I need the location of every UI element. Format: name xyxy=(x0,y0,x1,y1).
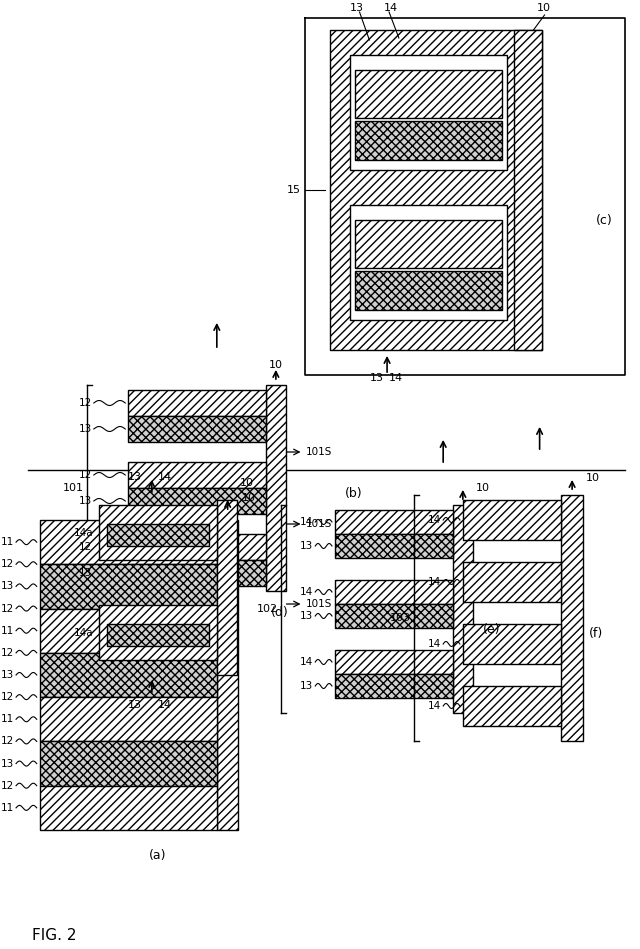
Text: 103: 103 xyxy=(390,613,411,623)
FancyBboxPatch shape xyxy=(107,624,209,646)
Text: 14: 14 xyxy=(428,639,441,649)
FancyBboxPatch shape xyxy=(355,270,502,310)
Text: 13: 13 xyxy=(1,670,14,680)
Text: 10: 10 xyxy=(537,3,550,13)
Text: 13: 13 xyxy=(79,424,92,434)
Text: 11: 11 xyxy=(1,625,14,636)
Text: 11: 11 xyxy=(1,803,14,813)
FancyBboxPatch shape xyxy=(335,650,453,674)
FancyBboxPatch shape xyxy=(217,500,237,675)
FancyBboxPatch shape xyxy=(128,534,266,560)
Text: 13: 13 xyxy=(300,611,313,621)
Text: 12: 12 xyxy=(79,398,92,408)
Text: 14: 14 xyxy=(300,587,313,597)
FancyBboxPatch shape xyxy=(355,220,502,268)
Text: 12: 12 xyxy=(79,542,92,552)
FancyBboxPatch shape xyxy=(349,205,507,320)
Text: 13: 13 xyxy=(369,373,383,383)
FancyBboxPatch shape xyxy=(266,385,285,591)
FancyBboxPatch shape xyxy=(335,674,453,698)
FancyBboxPatch shape xyxy=(40,786,217,830)
Text: FIG. 2: FIG. 2 xyxy=(32,927,76,942)
Text: 102: 102 xyxy=(257,604,278,614)
Text: 15: 15 xyxy=(287,185,300,195)
FancyBboxPatch shape xyxy=(355,70,502,118)
Text: 14: 14 xyxy=(158,472,172,482)
Text: 14: 14 xyxy=(428,701,441,711)
FancyBboxPatch shape xyxy=(99,605,217,660)
Text: 10: 10 xyxy=(239,478,253,488)
Text: 101S: 101S xyxy=(305,519,332,529)
FancyBboxPatch shape xyxy=(40,653,217,698)
FancyBboxPatch shape xyxy=(128,462,266,488)
Text: 14a: 14a xyxy=(74,627,94,638)
Text: (b): (b) xyxy=(345,487,362,499)
Text: 13: 13 xyxy=(79,568,92,578)
FancyBboxPatch shape xyxy=(335,534,453,558)
FancyBboxPatch shape xyxy=(463,500,561,540)
Text: 10: 10 xyxy=(241,493,255,503)
FancyBboxPatch shape xyxy=(128,488,266,514)
FancyBboxPatch shape xyxy=(453,505,473,713)
Text: (a): (a) xyxy=(149,848,166,862)
Text: (c): (c) xyxy=(596,214,612,227)
FancyBboxPatch shape xyxy=(330,30,541,350)
Text: (e): (e) xyxy=(483,623,500,636)
FancyBboxPatch shape xyxy=(355,121,502,160)
Text: 14: 14 xyxy=(428,515,441,525)
FancyBboxPatch shape xyxy=(128,416,266,442)
Text: 13: 13 xyxy=(1,582,14,591)
Text: 12: 12 xyxy=(79,470,92,480)
FancyBboxPatch shape xyxy=(128,560,266,586)
Text: 13: 13 xyxy=(349,3,364,13)
FancyBboxPatch shape xyxy=(349,55,507,170)
Text: 14: 14 xyxy=(428,577,441,587)
FancyBboxPatch shape xyxy=(463,562,561,602)
FancyBboxPatch shape xyxy=(514,30,541,350)
Text: 14: 14 xyxy=(384,3,398,13)
Text: 101: 101 xyxy=(63,483,84,493)
Text: 13: 13 xyxy=(1,758,14,769)
Text: 10: 10 xyxy=(476,483,490,493)
Text: (f): (f) xyxy=(589,626,603,640)
Text: 12: 12 xyxy=(1,781,14,791)
Text: 12: 12 xyxy=(1,604,14,614)
FancyBboxPatch shape xyxy=(217,520,239,830)
Text: 12: 12 xyxy=(1,648,14,658)
Text: 13: 13 xyxy=(300,541,313,551)
Text: 14: 14 xyxy=(158,700,172,710)
Text: 14: 14 xyxy=(300,517,313,527)
FancyBboxPatch shape xyxy=(40,741,217,786)
Text: 10: 10 xyxy=(269,360,283,370)
Text: 101S: 101S xyxy=(305,447,332,457)
FancyBboxPatch shape xyxy=(335,510,453,534)
FancyBboxPatch shape xyxy=(335,580,453,604)
FancyBboxPatch shape xyxy=(335,604,453,628)
Text: 14: 14 xyxy=(389,373,403,383)
Text: 12: 12 xyxy=(1,736,14,747)
FancyBboxPatch shape xyxy=(40,565,217,608)
FancyBboxPatch shape xyxy=(40,698,217,741)
Text: (d): (d) xyxy=(271,606,289,619)
Text: 13: 13 xyxy=(128,700,142,710)
FancyBboxPatch shape xyxy=(99,505,217,560)
Text: 13: 13 xyxy=(128,472,142,482)
Text: 14a: 14a xyxy=(74,528,94,537)
Text: 101S: 101S xyxy=(305,599,332,609)
FancyBboxPatch shape xyxy=(463,686,561,726)
FancyBboxPatch shape xyxy=(107,524,209,547)
FancyBboxPatch shape xyxy=(40,608,217,653)
Text: 12: 12 xyxy=(1,559,14,569)
Text: 10: 10 xyxy=(586,473,600,483)
Text: 11: 11 xyxy=(1,537,14,548)
FancyBboxPatch shape xyxy=(40,520,217,565)
FancyBboxPatch shape xyxy=(561,495,583,741)
Text: 12: 12 xyxy=(1,692,14,702)
Text: 11: 11 xyxy=(1,715,14,724)
FancyBboxPatch shape xyxy=(128,390,266,416)
Text: 13: 13 xyxy=(300,681,313,691)
FancyBboxPatch shape xyxy=(463,624,561,664)
Text: 13: 13 xyxy=(79,496,92,506)
Text: 14: 14 xyxy=(300,657,313,667)
